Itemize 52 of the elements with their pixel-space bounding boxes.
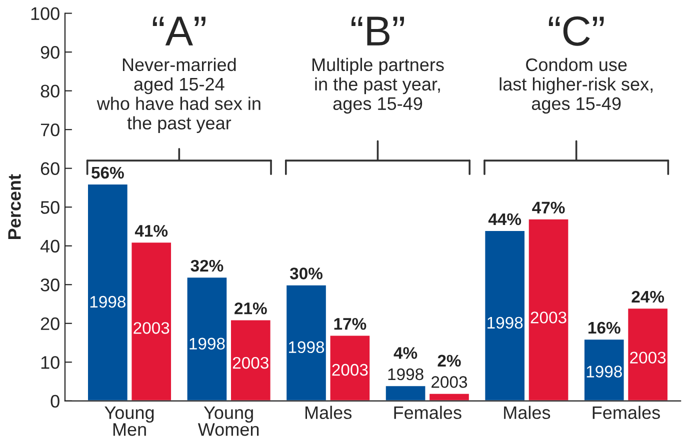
y-tick-label: 50 (40, 201, 60, 214)
data-label: 16% (588, 322, 620, 334)
y-tick-label: 0 (50, 394, 60, 408)
data-label: 30% (290, 268, 322, 280)
text: 1998 (488, 316, 523, 329)
annotation: Multiple partners in the past year, ages 15-49 (312, 58, 444, 114)
bar (130, 241, 172, 401)
y-tick-label: 10 (41, 356, 60, 369)
text: 2003 (232, 356, 268, 369)
bar (86, 183, 129, 401)
annotation: Condom use last higher-risk sex, ages 15-49 (500, 58, 652, 114)
y-tick-label: 70 (40, 124, 60, 136)
data-label: 2% (438, 354, 461, 367)
y-tick-label: 40 (40, 240, 60, 253)
x-tick-label: Males (306, 406, 352, 420)
data-label: 56% (92, 166, 124, 179)
data-label: 47% (532, 202, 565, 214)
data-label: 17% (334, 318, 366, 330)
y-tick-label: 60 (40, 162, 60, 176)
x-tick-label: Females (592, 406, 660, 420)
data-label: 4% (394, 347, 418, 359)
annotation: “B” (352, 16, 404, 46)
bar (626, 307, 669, 401)
x-tick-label: Males (504, 406, 550, 420)
data-label: 24% (632, 290, 664, 303)
data-label: 32% (190, 260, 224, 272)
annotation: “A” (152, 16, 206, 46)
data-label: 21% (234, 302, 267, 314)
data-label: 41% (134, 224, 168, 237)
x-tick-label: Young Men (104, 406, 154, 436)
y-tick-label: 30 (40, 278, 60, 292)
annotation: “C” (548, 16, 604, 46)
y-axis-title: Percent (8, 174, 21, 240)
x-tick-label: Young Women (198, 406, 259, 436)
y-tick-label: 80 (40, 84, 60, 98)
text: 1998 (190, 338, 225, 350)
text: 2003 (530, 312, 566, 324)
text: 2003 (332, 364, 368, 376)
text: 1998 (90, 296, 126, 308)
text: 1998 (288, 341, 324, 354)
series-label: 2003 (134, 322, 170, 334)
text: 2003 (630, 352, 666, 364)
annotation: Never-married aged 15-24 who have had sex in the past year (96, 58, 260, 134)
bar (583, 338, 626, 401)
data-label: 44% (488, 213, 522, 226)
text: 2003 (432, 376, 468, 388)
y-tick-label: 90 (40, 46, 60, 59)
x-tick-label: Females (394, 406, 462, 420)
y-tick-label: 20 (40, 317, 60, 330)
text: 1998 (388, 368, 424, 380)
y-tick-label: 100 (31, 7, 60, 20)
series-label: 1998 (586, 366, 622, 378)
